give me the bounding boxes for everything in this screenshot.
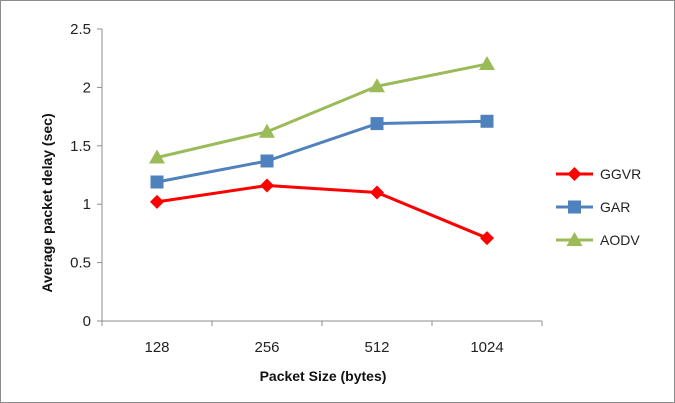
y-tick-label: 1.5 — [70, 138, 91, 155]
x-axis-ticks: 128 256 512 1024 — [101, 321, 543, 356]
legend-label-ggvr: GGVR — [600, 166, 641, 182]
legend-marker-gar — [568, 200, 581, 214]
legend-item-aodv: AODV — [556, 232, 640, 248]
x-tick-label: 512 — [364, 339, 389, 356]
data-point-ggvr — [260, 178, 274, 193]
series-aodv — [149, 56, 495, 164]
data-point-aodv — [149, 149, 165, 164]
data-point-ggvr — [150, 194, 164, 209]
legend-label-aodv: AODV — [600, 232, 640, 248]
x-tick-label: 256 — [254, 339, 279, 356]
y-tick-label: 1 — [83, 196, 91, 213]
y-tick-label: 2.5 — [70, 21, 91, 38]
data-point-gar — [150, 175, 164, 189]
data-point-gar — [370, 117, 384, 131]
data-point-ggvr — [480, 231, 494, 246]
y-tick-label: 0 — [83, 313, 91, 330]
x-axis-title: Packet Size (bytes) — [260, 368, 387, 384]
legend-marker-ggvr — [567, 167, 582, 181]
series-line-ggvr — [156, 184, 488, 240]
chart-axes — [101, 29, 542, 322]
legend-item-ggvr: GGVR — [556, 166, 641, 182]
data-point-aodv — [369, 78, 385, 93]
data-point-gar — [480, 114, 494, 128]
data-point-aodv — [479, 56, 495, 71]
y-axis-ticks: 0 0.5 1 1.5 2 2.5 — [70, 21, 102, 330]
legend: GGVR GAR AODV — [556, 166, 641, 248]
data-point-ggvr — [370, 185, 384, 200]
y-tick-label: 2 — [83, 79, 91, 96]
series-ggvr — [150, 178, 494, 246]
x-tick-label: 128 — [144, 339, 169, 356]
series-gar — [150, 114, 494, 189]
data-point-gar — [260, 154, 274, 168]
x-tick-label: 1024 — [470, 339, 503, 356]
y-tick-label: 0.5 — [70, 255, 91, 272]
series-layer — [149, 56, 495, 246]
legend-item-gar: GAR — [556, 199, 630, 215]
legend-label-gar: GAR — [600, 199, 630, 215]
series-line-gar — [156, 119, 488, 184]
data-point-aodv — [259, 123, 275, 138]
legend-marker-aodv — [566, 232, 583, 246]
series-line-aodv — [156, 62, 488, 159]
y-axis-title: Average packet delay (sec) — [39, 113, 55, 292]
